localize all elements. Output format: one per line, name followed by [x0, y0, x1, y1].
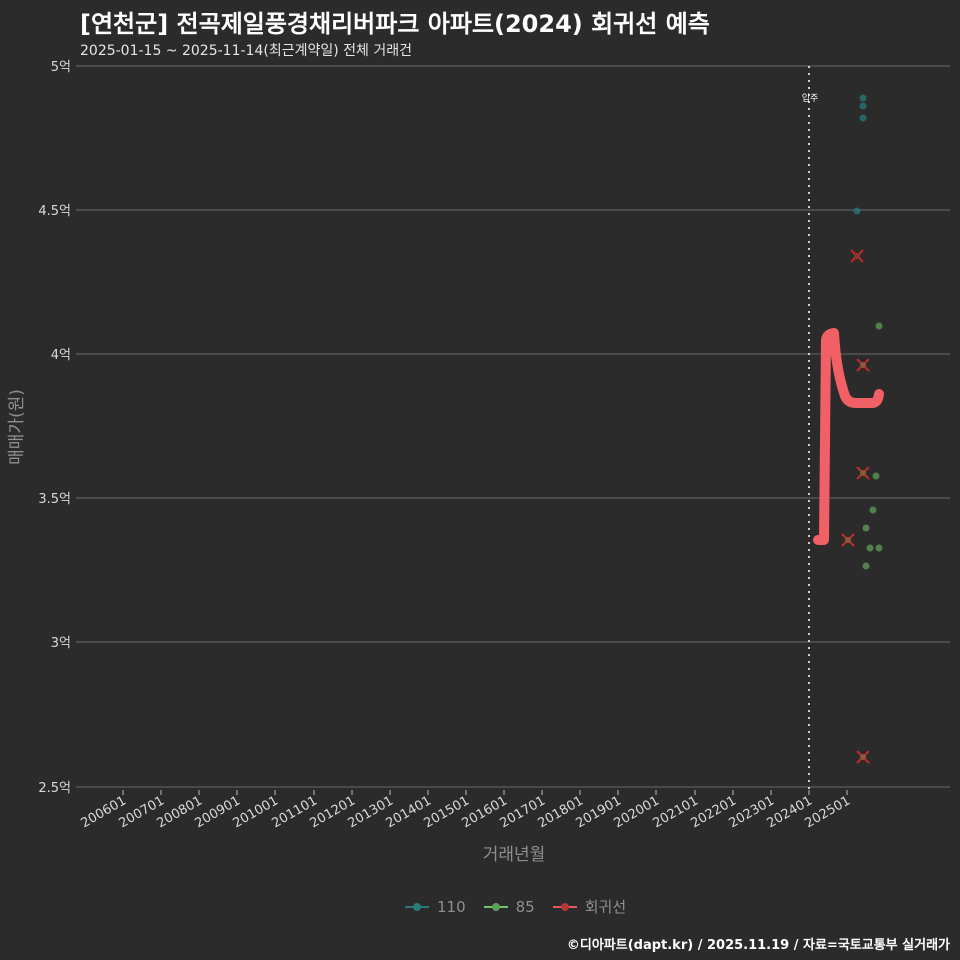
y-tick-label: 3.5억 — [38, 492, 71, 507]
data-point[interactable] — [859, 102, 867, 110]
move-in-label: 입주 — [802, 92, 819, 104]
x-marker-icon — [856, 466, 870, 480]
data-point[interactable] — [869, 506, 877, 514]
regression-line — [813, 328, 884, 545]
y-tick-label: 5억 — [51, 60, 71, 75]
x-tick-labels: 200601 200701 200801 200901 201001 20110… — [79, 793, 853, 831]
y-axis: 5억 4.5억 4억 3.5억 3억 2.5억 — [38, 60, 71, 796]
legend-key-icon — [483, 901, 508, 913]
x-marker-icon — [841, 533, 855, 547]
legend-item-85[interactable]: 85 — [483, 897, 535, 916]
data-point[interactable] — [859, 94, 867, 102]
chart-legend: 110 85 회귀선 — [405, 896, 634, 917]
x-axis-title: 거래년월 — [483, 845, 546, 865]
y-tick-label: 3억 — [51, 636, 71, 651]
legend-item-regression[interactable]: 회귀선 — [552, 896, 627, 917]
data-point[interactable] — [866, 544, 874, 552]
series-85-points — [862, 322, 883, 570]
data-point[interactable] — [875, 544, 883, 552]
data-point[interactable] — [872, 472, 880, 480]
data-point[interactable] — [862, 562, 870, 570]
x-marker-icon — [856, 358, 870, 372]
series-110-points — [853, 94, 867, 215]
x-marker-icon — [850, 249, 864, 263]
y-tick-label: 4.5억 — [38, 204, 71, 219]
regression-markers — [841, 249, 870, 764]
y-axis-title: 매매가(원) — [7, 389, 27, 465]
legend-label: 회귀선 — [584, 898, 627, 916]
data-point[interactable] — [853, 207, 861, 215]
y-tick-label: 4억 — [51, 348, 71, 363]
legend-key-icon — [405, 901, 429, 913]
x-axis — [122, 790, 848, 795]
chart-subtitle: 2025-01-15 ~ 2025-11-14(최근계약일) 전체 거래건 — [80, 43, 412, 59]
legend-item-110[interactable]: 110 — [405, 898, 466, 916]
y-gridlines — [76, 65, 950, 788]
legend-label: 110 — [437, 897, 466, 916]
legend-key-icon — [552, 901, 577, 913]
x-marker-icon — [856, 750, 870, 764]
y-tick-label: 2.5억 — [38, 781, 71, 796]
data-point[interactable] — [859, 114, 867, 122]
data-point[interactable] — [875, 322, 883, 330]
legend-label: 85 — [515, 897, 535, 916]
chart-title: [연천군] 전곡제일풍경채리버파크 아파트(2024) 회귀선 예측 — [80, 10, 710, 38]
source-credit: ©디아파트(dapt.kr) / 2025.11.19 / 자료=국토교통부 실… — [566, 938, 950, 953]
data-point[interactable] — [862, 524, 870, 532]
